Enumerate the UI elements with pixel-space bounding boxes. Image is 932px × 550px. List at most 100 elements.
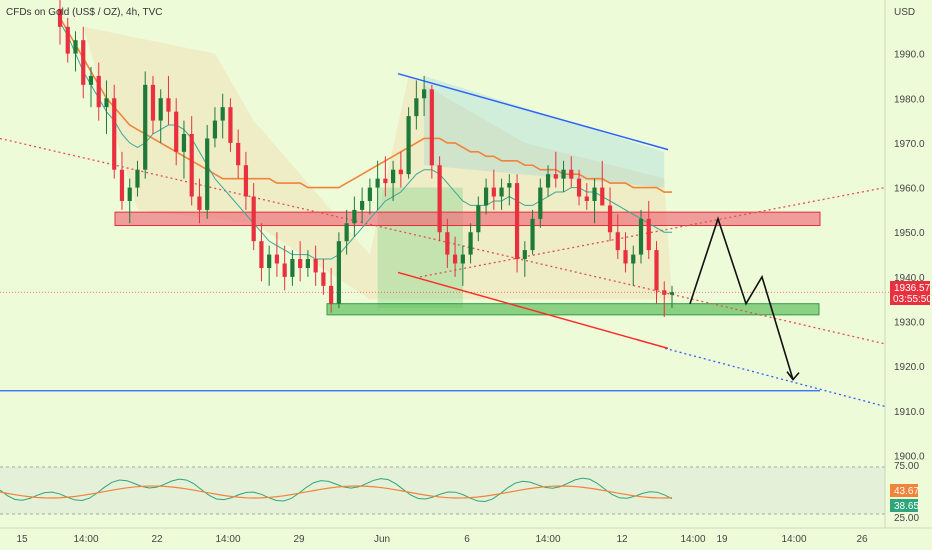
candle-body — [150, 84, 156, 121]
candle-body — [499, 187, 504, 197]
candle-body — [491, 187, 496, 197]
candle-body — [104, 98, 109, 108]
candle-body — [212, 120, 218, 139]
time-tick-label: 12 — [616, 534, 628, 545]
cloud-green-fill — [377, 187, 463, 309]
candle-body — [367, 187, 372, 201]
candle-body — [205, 138, 210, 210]
price-tick-label: 1970.0 — [894, 139, 925, 150]
rsi-line — [0, 477, 673, 502]
candle-body — [545, 174, 551, 188]
price-tick-label: 1910.0 — [894, 407, 925, 418]
time-tick-label: Jun — [374, 534, 390, 545]
candle-body — [538, 187, 543, 219]
candle-body — [468, 232, 473, 255]
candle-body — [344, 223, 349, 242]
candle-body — [429, 89, 434, 166]
candle-body — [282, 263, 287, 277]
candle-body — [360, 200, 365, 210]
candle-body — [631, 254, 636, 264]
candle-body — [437, 165, 442, 233]
candle-body — [414, 98, 419, 117]
candle-body — [623, 250, 628, 264]
candle-body — [584, 196, 589, 201]
rsi-band-fill — [0, 467, 885, 514]
chart-title: CFDs on Gold (US$ / OZ), 4h, TVC — [6, 7, 163, 18]
time-tick-label: 14:00 — [781, 534, 806, 545]
candle-body — [166, 98, 171, 112]
candle-body — [127, 187, 132, 201]
price-tick-label: 1990.0 — [894, 50, 925, 61]
candle-body — [290, 259, 295, 277]
currency-label: USD — [894, 7, 915, 18]
time-tick-label: 6 — [464, 534, 470, 545]
time-tick-label: 14:00 — [73, 534, 98, 545]
candle-body — [514, 183, 520, 260]
time-tick-label: 29 — [293, 534, 305, 545]
candle-body — [522, 250, 527, 260]
rsi-ma-value: 43.67 — [894, 486, 919, 497]
candle-body — [669, 292, 675, 295]
projection-line — [689, 216, 794, 380]
candle-body — [476, 205, 481, 233]
candle-body — [530, 218, 535, 251]
candle-body — [561, 169, 566, 179]
candle-body — [197, 196, 202, 210]
candle-body — [654, 250, 659, 291]
candle-body — [181, 133, 187, 152]
candle-body — [189, 133, 194, 197]
candle-body — [352, 209, 357, 224]
price-tick-label: 1960.0 — [894, 184, 925, 195]
candle-body — [375, 178, 380, 188]
candle-body — [313, 259, 318, 273]
time-tick-label: 14:00 — [215, 534, 240, 545]
candle-body — [329, 285, 334, 304]
projection-arrowhead — [786, 371, 800, 381]
time-tick-label: 14:00 — [680, 534, 705, 545]
cloud-fill — [83, 26, 673, 300]
candle-body — [158, 98, 163, 121]
candle-body — [600, 187, 605, 206]
falling-trend-dotted — [0, 137, 886, 345]
candle-body — [73, 40, 78, 54]
time-tick-label: 22 — [151, 534, 163, 545]
candle-body — [460, 254, 465, 264]
price-tag — [890, 281, 930, 305]
candle-body — [298, 259, 303, 268]
candle-body — [236, 142, 241, 166]
price-tick-label: 1980.0 — [894, 94, 925, 105]
candle-body — [112, 98, 117, 170]
time-axis[interactable]: 15 14:00 22 14:00 29 Jun 6 14:00 12 14:00 19 14:00 2… — [0, 527, 932, 545]
candles — [57, 0, 675, 318]
candle-body — [662, 290, 667, 295]
candle-body — [267, 254, 272, 268]
support-zone — [326, 303, 820, 316]
price-tick-label: 1950.0 — [894, 228, 925, 239]
candle-body — [406, 116, 411, 175]
candle-body — [452, 254, 458, 264]
price-tick-label: 1930.0 — [894, 318, 925, 329]
candle-body — [119, 169, 125, 201]
rsi-panel — [0, 466, 885, 515]
candle-body — [615, 232, 620, 251]
candle-body — [553, 174, 558, 179]
candle-body — [321, 272, 326, 286]
candle-body — [421, 89, 427, 99]
time-tick-label: 19 — [716, 534, 728, 545]
candle-body — [81, 40, 86, 85]
channel-upper — [397, 72, 669, 151]
candle-body — [174, 111, 179, 152]
candle-body — [228, 107, 233, 143]
price-tag-countdown: 03:55:50 — [893, 294, 932, 305]
candle-body — [592, 187, 597, 201]
candle-body — [445, 232, 450, 255]
time-tick-label: 15 — [16, 534, 28, 545]
ma-teal — [59, 22, 672, 260]
candle-body — [398, 169, 403, 175]
price-tick-label: 1920.0 — [894, 362, 925, 373]
candle-body — [143, 84, 148, 170]
price-axis[interactable]: 1900.0 1910.0 1920.0 1930.0 1940.0 1950.0 1960… — [884, 0, 925, 528]
